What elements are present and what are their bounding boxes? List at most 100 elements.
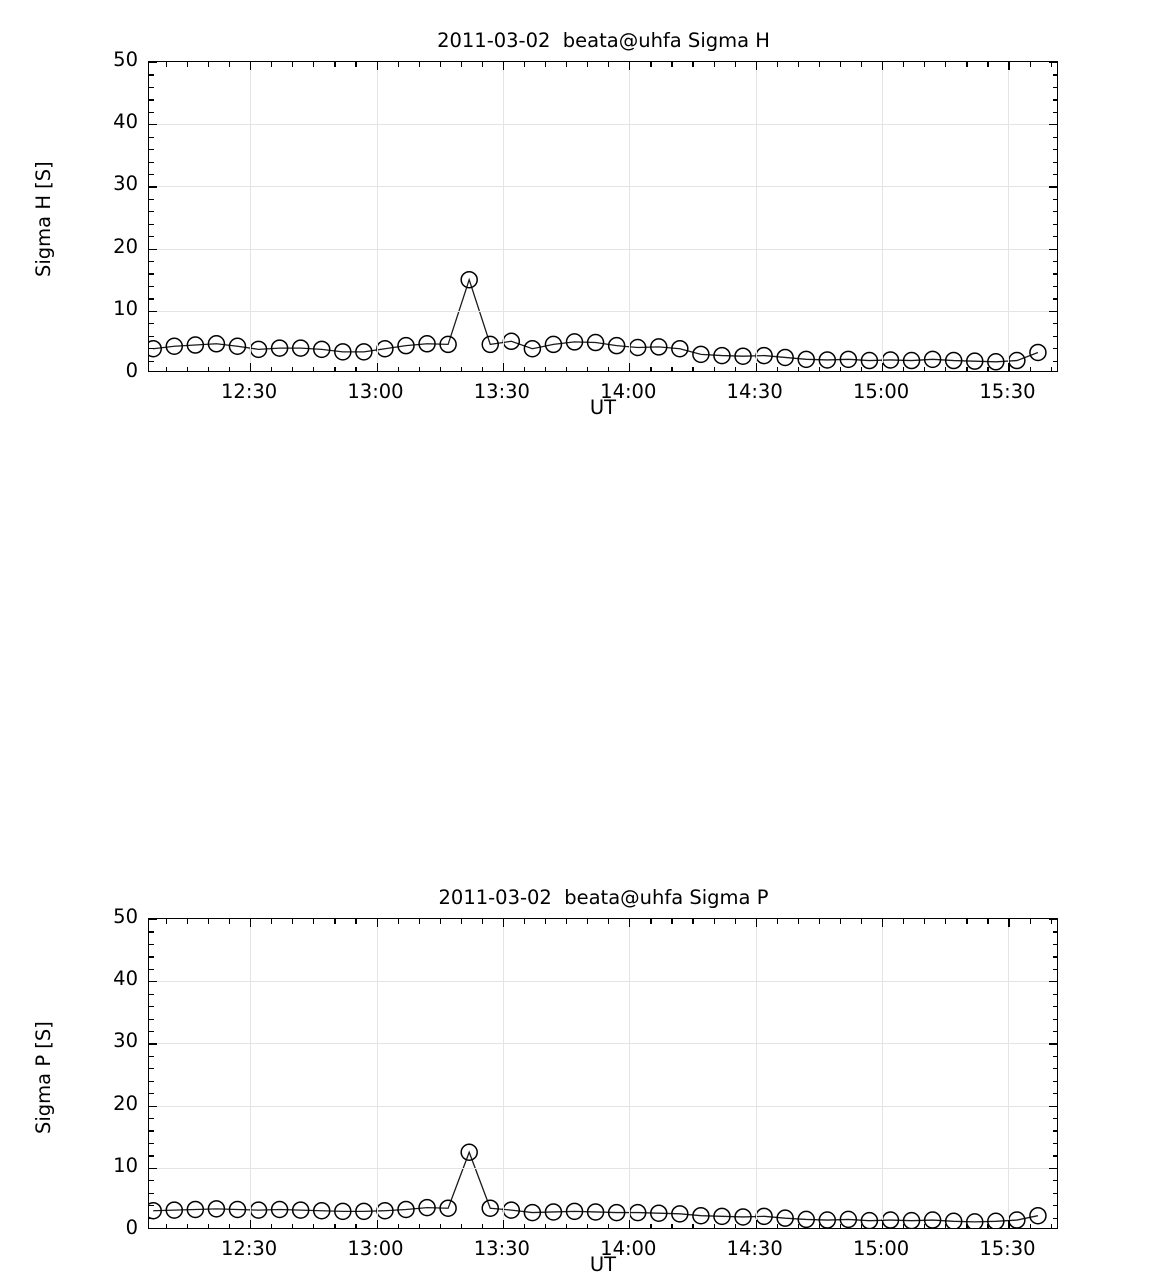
x-axis-tick	[756, 62, 757, 70]
y-axis-minor-tick	[1053, 199, 1058, 200]
x-axis-minor-tick	[166, 1224, 167, 1229]
y-axis-minor-tick	[149, 211, 154, 212]
x-gridline	[377, 62, 378, 371]
x-axis-minor-tick	[650, 919, 651, 924]
x-gridline	[756, 919, 757, 1228]
x-axis-tick-label: 14:00	[578, 380, 678, 403]
x-axis-minor-tick	[650, 62, 651, 67]
y-axis-minor-tick	[1053, 1019, 1058, 1020]
x-axis-minor-tick	[461, 1224, 462, 1229]
x-axis-minor-tick	[461, 367, 462, 372]
data-line	[153, 1152, 1038, 1222]
x-axis-minor-tick	[524, 919, 525, 924]
x-axis-minor-tick	[187, 62, 188, 67]
y-axis-minor-tick	[149, 99, 154, 100]
y-axis-tick	[1049, 249, 1057, 250]
x-axis-minor-tick	[692, 367, 693, 372]
y-axis-minor-tick	[149, 1031, 154, 1032]
y-axis-minor-tick	[149, 994, 154, 995]
x-axis-minor-tick	[208, 367, 209, 372]
x-axis-minor-tick	[1051, 919, 1052, 924]
x-axis-tick	[1008, 1220, 1009, 1228]
chart-title: 2011-03-02 beata@uhfa Sigma H	[148, 29, 1059, 52]
x-axis-tick-label: 13:30	[452, 1237, 552, 1260]
y-axis-minor-tick	[1053, 137, 1058, 138]
x-gridline	[756, 62, 757, 371]
y-axis-minor-tick	[149, 74, 154, 75]
y-axis-tick-label: 50	[60, 48, 138, 71]
x-axis-minor-tick	[398, 367, 399, 372]
x-axis-minor-tick	[735, 1224, 736, 1229]
x-gridline	[250, 62, 251, 371]
x-axis-minor-tick	[524, 1224, 525, 1229]
y-axis-minor-tick	[1053, 1118, 1058, 1119]
y-axis-minor-tick	[149, 261, 154, 262]
y-axis-tick-label: 30	[60, 1029, 138, 1052]
x-axis-minor-tick	[440, 919, 441, 924]
y-axis-minor-tick	[149, 199, 154, 200]
y-axis-minor-tick	[149, 1006, 154, 1007]
x-axis-minor-tick	[819, 367, 820, 372]
x-axis-minor-tick	[292, 919, 293, 924]
y-gridline	[149, 186, 1057, 187]
x-axis-minor-tick	[166, 367, 167, 372]
x-axis-tick-label: 12:30	[199, 1237, 299, 1260]
x-axis-tick	[882, 62, 883, 70]
y-axis-tick	[149, 124, 157, 125]
x-axis-minor-tick	[355, 62, 356, 67]
x-axis-minor-tick	[924, 62, 925, 67]
y-axis-minor-tick	[149, 1093, 154, 1094]
x-axis-minor-tick	[587, 367, 588, 372]
y-axis-tick	[149, 249, 157, 250]
x-gridline	[377, 919, 378, 1228]
x-axis-minor-tick	[566, 367, 567, 372]
y-gridline	[149, 249, 1057, 250]
y-axis-minor-tick	[149, 1019, 154, 1020]
y-axis-minor-tick	[149, 1193, 154, 1194]
y-axis-minor-tick	[1053, 1155, 1058, 1156]
x-axis-minor-tick	[714, 919, 715, 924]
y-axis-tick	[149, 311, 157, 312]
x-axis-minor-tick	[840, 367, 841, 372]
x-gridline	[1008, 62, 1009, 371]
y-axis-minor-tick	[1053, 969, 1058, 970]
x-axis-minor-tick	[735, 367, 736, 372]
x-axis-tick-label: 14:00	[578, 1237, 678, 1260]
x-axis-minor-tick	[608, 367, 609, 372]
x-axis-minor-tick	[355, 1224, 356, 1229]
x-axis-minor-tick	[608, 919, 609, 924]
y-axis-tick	[149, 919, 157, 920]
y-axis-minor-tick	[1053, 994, 1058, 995]
y-gridline	[149, 1168, 1057, 1169]
y-axis-tick	[1049, 1168, 1057, 1169]
x-axis-minor-tick	[650, 367, 651, 372]
x-axis-minor-tick	[334, 367, 335, 372]
y-gridline	[149, 1106, 1057, 1107]
x-axis-minor-tick	[861, 919, 862, 924]
y-axis-minor-tick	[1053, 211, 1058, 212]
y-axis-tick	[1049, 311, 1057, 312]
y-axis-minor-tick	[1053, 323, 1058, 324]
x-axis-minor-tick	[798, 62, 799, 67]
x-axis-minor-tick	[271, 1224, 272, 1229]
y-axis-tick-label: 0	[60, 359, 138, 382]
x-axis-tick-label: 13:30	[452, 380, 552, 403]
y-axis-tick-label: 20	[60, 1092, 138, 1115]
x-axis-minor-tick	[440, 1224, 441, 1229]
y-axis-minor-tick	[1053, 931, 1058, 932]
x-axis-tick	[377, 919, 378, 927]
y-axis-minor-tick	[1053, 1093, 1058, 1094]
x-axis-minor-tick	[271, 367, 272, 372]
y-axis-minor-tick	[1053, 261, 1058, 262]
y-axis-minor-tick	[149, 1068, 154, 1069]
x-axis-minor-tick	[903, 367, 904, 372]
y-axis-minor-tick	[149, 348, 154, 349]
x-axis-minor-tick	[966, 919, 967, 924]
y-axis-minor-tick	[1053, 298, 1058, 299]
x-axis-minor-tick	[587, 919, 588, 924]
x-axis-minor-tick	[461, 62, 462, 67]
y-axis-minor-tick	[1053, 1006, 1058, 1007]
x-axis-minor-tick	[419, 1224, 420, 1229]
y-axis-tick-label: 30	[60, 172, 138, 195]
x-axis-tick	[1008, 919, 1009, 927]
